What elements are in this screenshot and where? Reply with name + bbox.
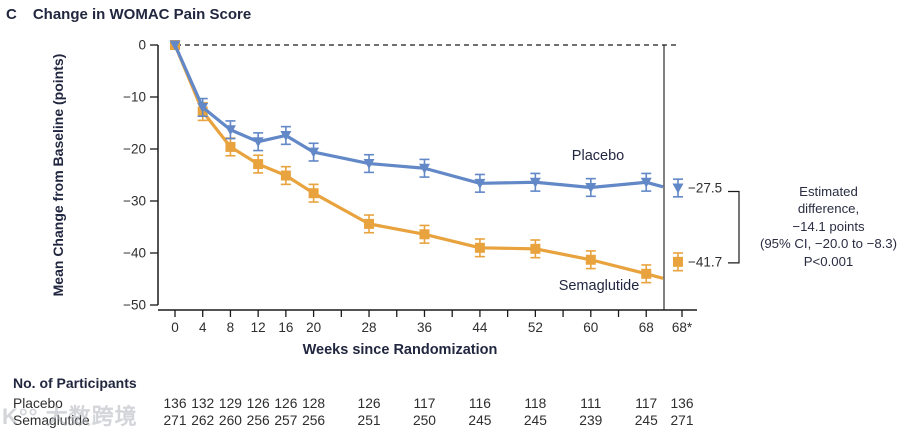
y-tick-label: −50 [123,298,146,313]
x-tick-label-68star: 68* [672,320,693,335]
placebo-line [173,44,664,190]
y-tick-label: −30 [123,194,146,209]
x-tick-label: 44 [472,320,488,335]
panel-letter: C [6,6,17,23]
x-axis-label: Weeks since Randomization [302,342,498,358]
placebo-marker [418,163,430,174]
placebo-marker [529,177,541,188]
participant-count: 245 [634,413,658,428]
week68star-value-label: −41.7 [688,254,722,269]
annotation-line: difference, [797,201,860,217]
participant-count: 129 [218,396,242,411]
participant-count: 126 [274,396,298,411]
participant-count: 126 [357,396,381,411]
participant-count: 117 [635,396,658,411]
participants-table: No. of Participants Placebo Semaglutide … [0,372,905,436]
participant-count: 250 [412,413,436,428]
participant-count: 245 [468,413,492,428]
participant-count: 271 [163,413,187,428]
participant-count: 132 [191,396,215,411]
x-tick-label: 68 [639,320,654,335]
placebo-marker [672,183,684,194]
semaglutide-marker [308,188,319,199]
placebo-marker [585,182,597,193]
semaglutide-marker [364,218,375,229]
participant-count: 260 [218,413,242,428]
y-tick-label: −10 [123,90,146,105]
x-tick-label: 36 [417,320,432,335]
annotation-line: P<0.001 [803,253,854,269]
semaglutide-marker [585,254,596,265]
semaglutide-marker [474,242,485,253]
semaglutide-marker [225,141,236,152]
series-label-placebo: Placebo [572,148,624,164]
placebo-marker [308,147,320,158]
placebo-marker [224,125,236,136]
placebo-marker [197,102,209,113]
participant-count: 126 [246,396,270,411]
estimated-difference-annotation: Estimated difference, −14.1 points (95% … [752,183,905,270]
x-tick-label: 4 [199,320,207,335]
semaglutide-marker [641,268,652,279]
placebo-marker [474,178,486,189]
participant-count: 128 [302,396,326,411]
week68star-value-label: −27.5 [688,181,722,196]
participant-count: 256 [246,413,270,428]
placebo-marker [640,177,652,188]
chart-title: Change in WOMAC Pain Score [32,6,252,23]
participant-count: 256 [302,413,326,428]
y-tick-label: 0 [138,38,146,53]
womac-pain-chart: 0 −10 −20 −30 −40 −50 0 4 8 12 16 20 28 36 44 52 60 68 68*… [123,38,740,335]
participant-count: 111 [580,396,602,411]
y-tick-label: −40 [123,246,146,261]
participant-count: 116 [468,396,491,411]
y-tick-label: −20 [123,142,146,157]
semaglutide-marker [530,243,541,254]
x-tick-label: 12 [251,320,266,335]
difference-bracket [728,190,740,264]
annotation-line: Estimated [799,184,858,199]
x-tick-label: 20 [306,320,321,335]
placebo-marker [252,137,264,148]
participants-header: No. of Participants [13,375,137,391]
participant-count: 118 [524,396,547,411]
participant-count: 251 [357,413,381,428]
placebo-marker [169,40,181,51]
semaglutide-marker [419,229,430,240]
participant-count: 257 [274,413,298,428]
participant-count: 136 [163,396,187,411]
series-label-semaglutide: Semaglutide [559,278,640,294]
x-tick-label: 52 [528,320,543,335]
annotation-line: (95% CI, −20.0 to −8.3) [759,236,898,252]
placebo-marker [280,130,292,141]
participants-row-label-semaglutide: Semaglutide [13,413,90,428]
placebo-marker [363,159,375,170]
participant-count: 136 [670,396,694,411]
watermark: K°° 大数跨境 [2,404,138,429]
participant-count: 239 [579,413,603,428]
participant-count: 271 [670,413,694,428]
panel-title: C Change in WOMAC Pain Score [6,6,251,23]
participants-row-label-placebo: Placebo [13,396,63,411]
x-tick-label: 0 [171,320,179,335]
participant-count: 245 [523,413,547,428]
x-tick-label: 16 [278,320,293,335]
x-tick-label: 8 [227,320,235,335]
x-tick-label: 28 [362,320,377,335]
semaglutide-marker [253,159,264,170]
y-axis-label: Mean Change from Baseline (points) [50,53,66,297]
participant-count: 262 [191,413,215,428]
participant-count: 117 [413,396,436,411]
semaglutide-marker [280,170,291,181]
annotation-line: −14.1 points [792,218,865,234]
semaglutide-marker [673,256,683,267]
x-tick-label: 60 [583,320,598,335]
